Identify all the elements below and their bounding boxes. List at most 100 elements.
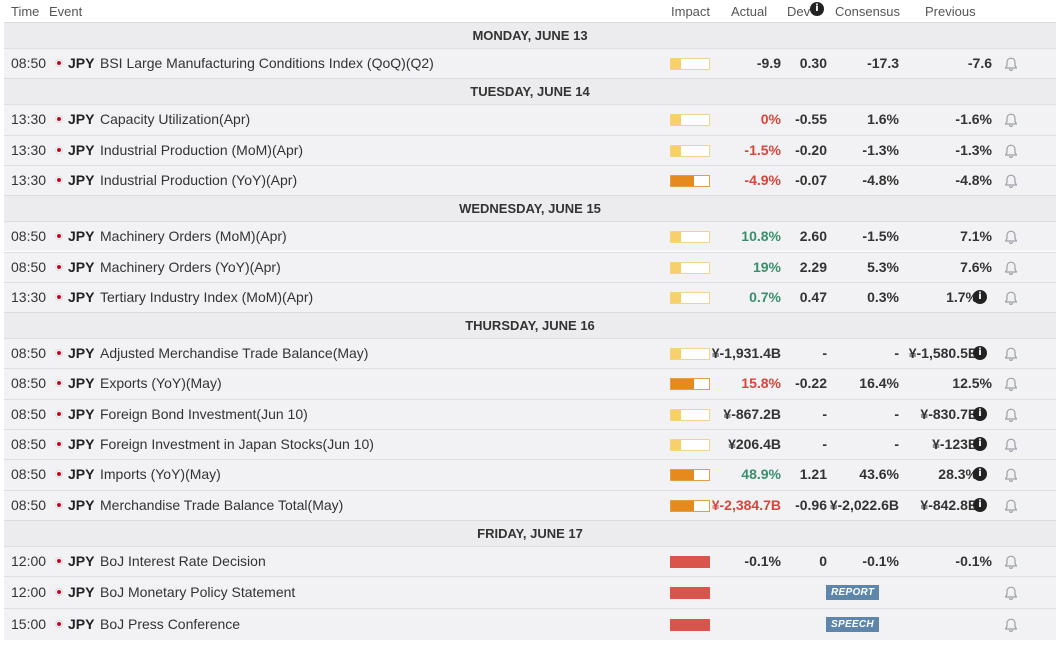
info-icon[interactable]: i: [810, 2, 824, 16]
bell-icon[interactable]: [1003, 346, 1019, 362]
impact-bar: [670, 587, 710, 600]
table-row[interactable]: 08:50 JPY Merchandise Trade Balance Total(…: [4, 489, 1056, 520]
actual-value: ¥206.4B: [728, 436, 781, 452]
consensus-value: -: [894, 405, 899, 422]
info-icon[interactable]: i: [973, 289, 987, 304]
consensus-value: -1.5%: [862, 228, 899, 245]
event-name[interactable]: Adjusted Merchandise Trade Balance(May): [100, 345, 369, 362]
bell-icon[interactable]: [1003, 229, 1019, 245]
table-row[interactable]: 08:50 JPY Imports (YoY)(May) 48.9% 1.21 43.6%…: [4, 459, 1056, 490]
bell-icon[interactable]: [1003, 173, 1019, 189]
day-header: WEDNESDAY, JUNE 15: [4, 195, 1056, 223]
table-row[interactable]: 08:50 JPY Exports (YoY)(May) 15.8% -0.22 16.4…: [4, 368, 1056, 399]
table-row[interactable]: 12:00 JPY BoJ Interest Rate Decision -0.1% 0…: [4, 545, 1056, 577]
event-currency: JPY: [68, 228, 95, 245]
actual-value: 10.8%: [741, 228, 781, 245]
japan-flag-icon: [55, 379, 63, 388]
info-icon[interactable]: i: [973, 346, 987, 361]
header-consensus[interactable]: Consensus: [835, 4, 901, 19]
bell-icon[interactable]: [1003, 498, 1019, 514]
impact-bar: [670, 231, 710, 244]
japan-flag-icon: [55, 440, 63, 448]
table-row[interactable]: 08:50 JPY Foreign Investment in Japan Stoc…: [4, 429, 1056, 460]
table-row[interactable]: 13:30 JPY Industrial Production (MoM)(Apr)…: [4, 134, 1056, 165]
table-row[interactable]: 08:50 JPY Adjusted Merchandise Trade Balan…: [4, 338, 1056, 369]
info-icon[interactable]: i: [973, 406, 987, 421]
previous-value: -0.1%: [955, 552, 992, 569]
previous-value: -7.6: [967, 55, 992, 71]
event-name[interactable]: Foreign Investment in Japan Stocks(Jun 1…: [100, 436, 374, 452]
event-currency: JPY: [68, 345, 95, 362]
event-name[interactable]: BoJ Interest Rate Decision: [100, 552, 266, 569]
actual-value: 19%: [752, 258, 781, 275]
previous-value: -1.6%: [955, 111, 992, 128]
bell-icon[interactable]: [1003, 554, 1019, 570]
bell-icon[interactable]: [1003, 56, 1019, 72]
bell-icon[interactable]: [1003, 585, 1019, 601]
event-name[interactable]: Merchandise Trade Balance Total(May): [100, 496, 344, 513]
table-row[interactable]: 08:50 JPY Machinery Orders (MoM)(Apr) 10.8%…: [4, 221, 1056, 252]
bell-icon[interactable]: [1003, 617, 1019, 633]
event-type-badge[interactable]: REPORT: [826, 585, 880, 601]
japan-flag-icon: [55, 588, 63, 597]
table-row[interactable]: 15:00 JPY BoJ Press Conference SPEECH: [4, 608, 1056, 641]
bell-icon[interactable]: [1003, 437, 1019, 453]
deviation-value: -: [822, 345, 827, 362]
bell-icon[interactable]: [1003, 143, 1019, 159]
table-row[interactable]: 08:50 JPY BSI Large Manufacturing Conditio…: [4, 48, 1056, 79]
impact-bar: [670, 114, 710, 127]
event-time: 12:00: [11, 584, 47, 601]
impact-bar: [670, 348, 710, 361]
bell-icon[interactable]: [1003, 376, 1019, 392]
header-time[interactable]: Time: [11, 4, 40, 19]
event-type-badge[interactable]: SPEECH: [826, 617, 879, 633]
event-name[interactable]: Industrial Production (MoM)(Apr): [100, 141, 304, 158]
header-event[interactable]: Event: [49, 4, 83, 19]
event-name[interactable]: Foreign Bond Investment(Jun 10): [100, 405, 308, 422]
event-currency: JPY: [68, 496, 95, 513]
event-name[interactable]: Machinery Orders (MoM)(Apr): [100, 228, 287, 245]
impact-bar: [670, 174, 710, 187]
bell-icon[interactable]: [1003, 112, 1019, 128]
event-name[interactable]: Tertiary Industry Index (MoM)(Apr): [100, 288, 314, 305]
table-row[interactable]: 13:30 JPY Capacity Utilization(Apr) 0% -0.55…: [4, 104, 1056, 135]
consensus-value: ¥-2,022.6B: [829, 496, 899, 513]
event-name[interactable]: Exports (YoY)(May): [100, 375, 222, 392]
header-impact[interactable]: Impact: [671, 4, 711, 19]
bell-icon[interactable]: [1003, 290, 1019, 306]
consensus-value: 1.6%: [867, 111, 899, 128]
event-name[interactable]: Machinery Orders (YoY)(Apr): [100, 258, 281, 275]
header-dev[interactable]: Dev: [787, 4, 811, 19]
previous-value: 7.1%: [960, 228, 992, 245]
event-name[interactable]: BoJ Press Conference: [100, 616, 241, 633]
table-row[interactable]: 13:30 JPY Tertiary Industry Index (MoM)(Ap…: [4, 281, 1056, 313]
japan-flag-icon: [55, 262, 63, 271]
deviation-value: 0.30: [799, 55, 827, 71]
actual-value: ¥-867.2B: [723, 405, 781, 422]
table-row[interactable]: 08:50 JPY Machinery Orders (YoY)(Apr) 19% 2.…: [4, 251, 1056, 282]
info-icon[interactable]: i: [973, 497, 987, 512]
table-row[interactable]: 08:50 JPY Foreign Bond Investment(Jun 10) ¥…: [4, 398, 1056, 429]
info-icon[interactable]: i: [973, 467, 987, 482]
info-icon[interactable]: i: [973, 437, 987, 451]
event-name[interactable]: Industrial Production (YoY)(Apr): [100, 171, 298, 188]
deviation-value: 0.47: [799, 288, 827, 305]
actual-value: 0%: [760, 111, 781, 128]
event-name[interactable]: Imports (YoY)(May): [100, 466, 221, 483]
bell-icon[interactable]: [1003, 407, 1019, 423]
deviation-value: 0: [819, 552, 827, 569]
impact-bar: [670, 291, 710, 304]
table-row[interactable]: 12:00 JPY BoJ Monetary Policy Statement REP…: [4, 576, 1056, 609]
header-actual[interactable]: Actual: [731, 4, 768, 19]
bell-icon[interactable]: [1003, 467, 1019, 483]
consensus-value: 0.3%: [867, 288, 899, 305]
bell-icon[interactable]: [1003, 260, 1019, 276]
previous-value: -1.3%: [955, 141, 992, 158]
impact-bar: [670, 261, 710, 274]
event-name[interactable]: Capacity Utilization(Apr): [100, 111, 251, 128]
table-row[interactable]: 13:30 JPY Industrial Production (YoY)(Apr)…: [4, 164, 1056, 196]
header-previous[interactable]: Previous: [925, 4, 976, 19]
event-name[interactable]: BSI Large Manufacturing Conditions Index…: [100, 55, 434, 71]
event-name[interactable]: BoJ Monetary Policy Statement: [100, 584, 296, 601]
